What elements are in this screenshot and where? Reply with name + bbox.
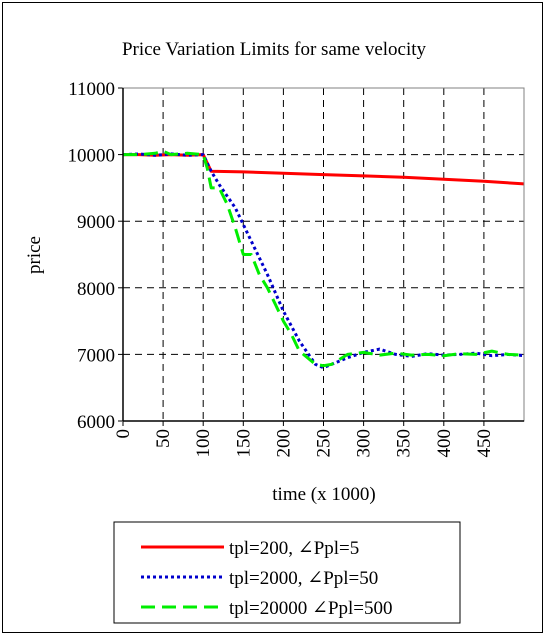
x-tick-label: 50 [153, 429, 174, 448]
y-tick-label: 7000 [77, 345, 115, 366]
y-tick-label: 8000 [77, 279, 115, 300]
legend-label-3: tpl=20000 ∠Ppl=500 [229, 598, 393, 619]
series-layer [122, 149, 525, 370]
axes [122, 87, 525, 422]
legend-label-1: tpl=200, ∠Ppl=5 [229, 538, 359, 559]
x-tick-label: 150 [233, 429, 254, 458]
x-tick-label: 0 [113, 429, 134, 439]
x-tick-label: 100 [193, 429, 214, 458]
chart-title: Price Variation Limits for same velocity [122, 39, 427, 60]
x-tick-label: 200 [273, 429, 294, 458]
y-tick-label: 9000 [77, 212, 115, 233]
y-tick-label: 10000 [68, 146, 116, 167]
x-tick-label: 350 [394, 429, 415, 458]
y-axis-label: price [24, 236, 45, 274]
x-axis-label: time (x 1000) [272, 484, 375, 505]
y-tick-label: 11000 [68, 79, 115, 100]
y-tick-label: 6000 [77, 412, 115, 433]
x-tick-label: 400 [434, 429, 455, 458]
legend-label-2: tpl=2000, ∠Ppl=50 [229, 568, 378, 589]
series-line-3 [123, 149, 525, 368]
x-tick-label: 300 [354, 429, 375, 458]
legend: tpl=200, ∠Ppl=5 tpl=2000, ∠Ppl=50 tpl=2000… [113, 521, 461, 624]
x-tick-label: 450 [474, 429, 495, 458]
tick-labels: 6000 7000 8000 9000 10000 11000 0 50 100 150 200 25… [68, 79, 495, 458]
x-tick-label: 250 [314, 429, 335, 458]
